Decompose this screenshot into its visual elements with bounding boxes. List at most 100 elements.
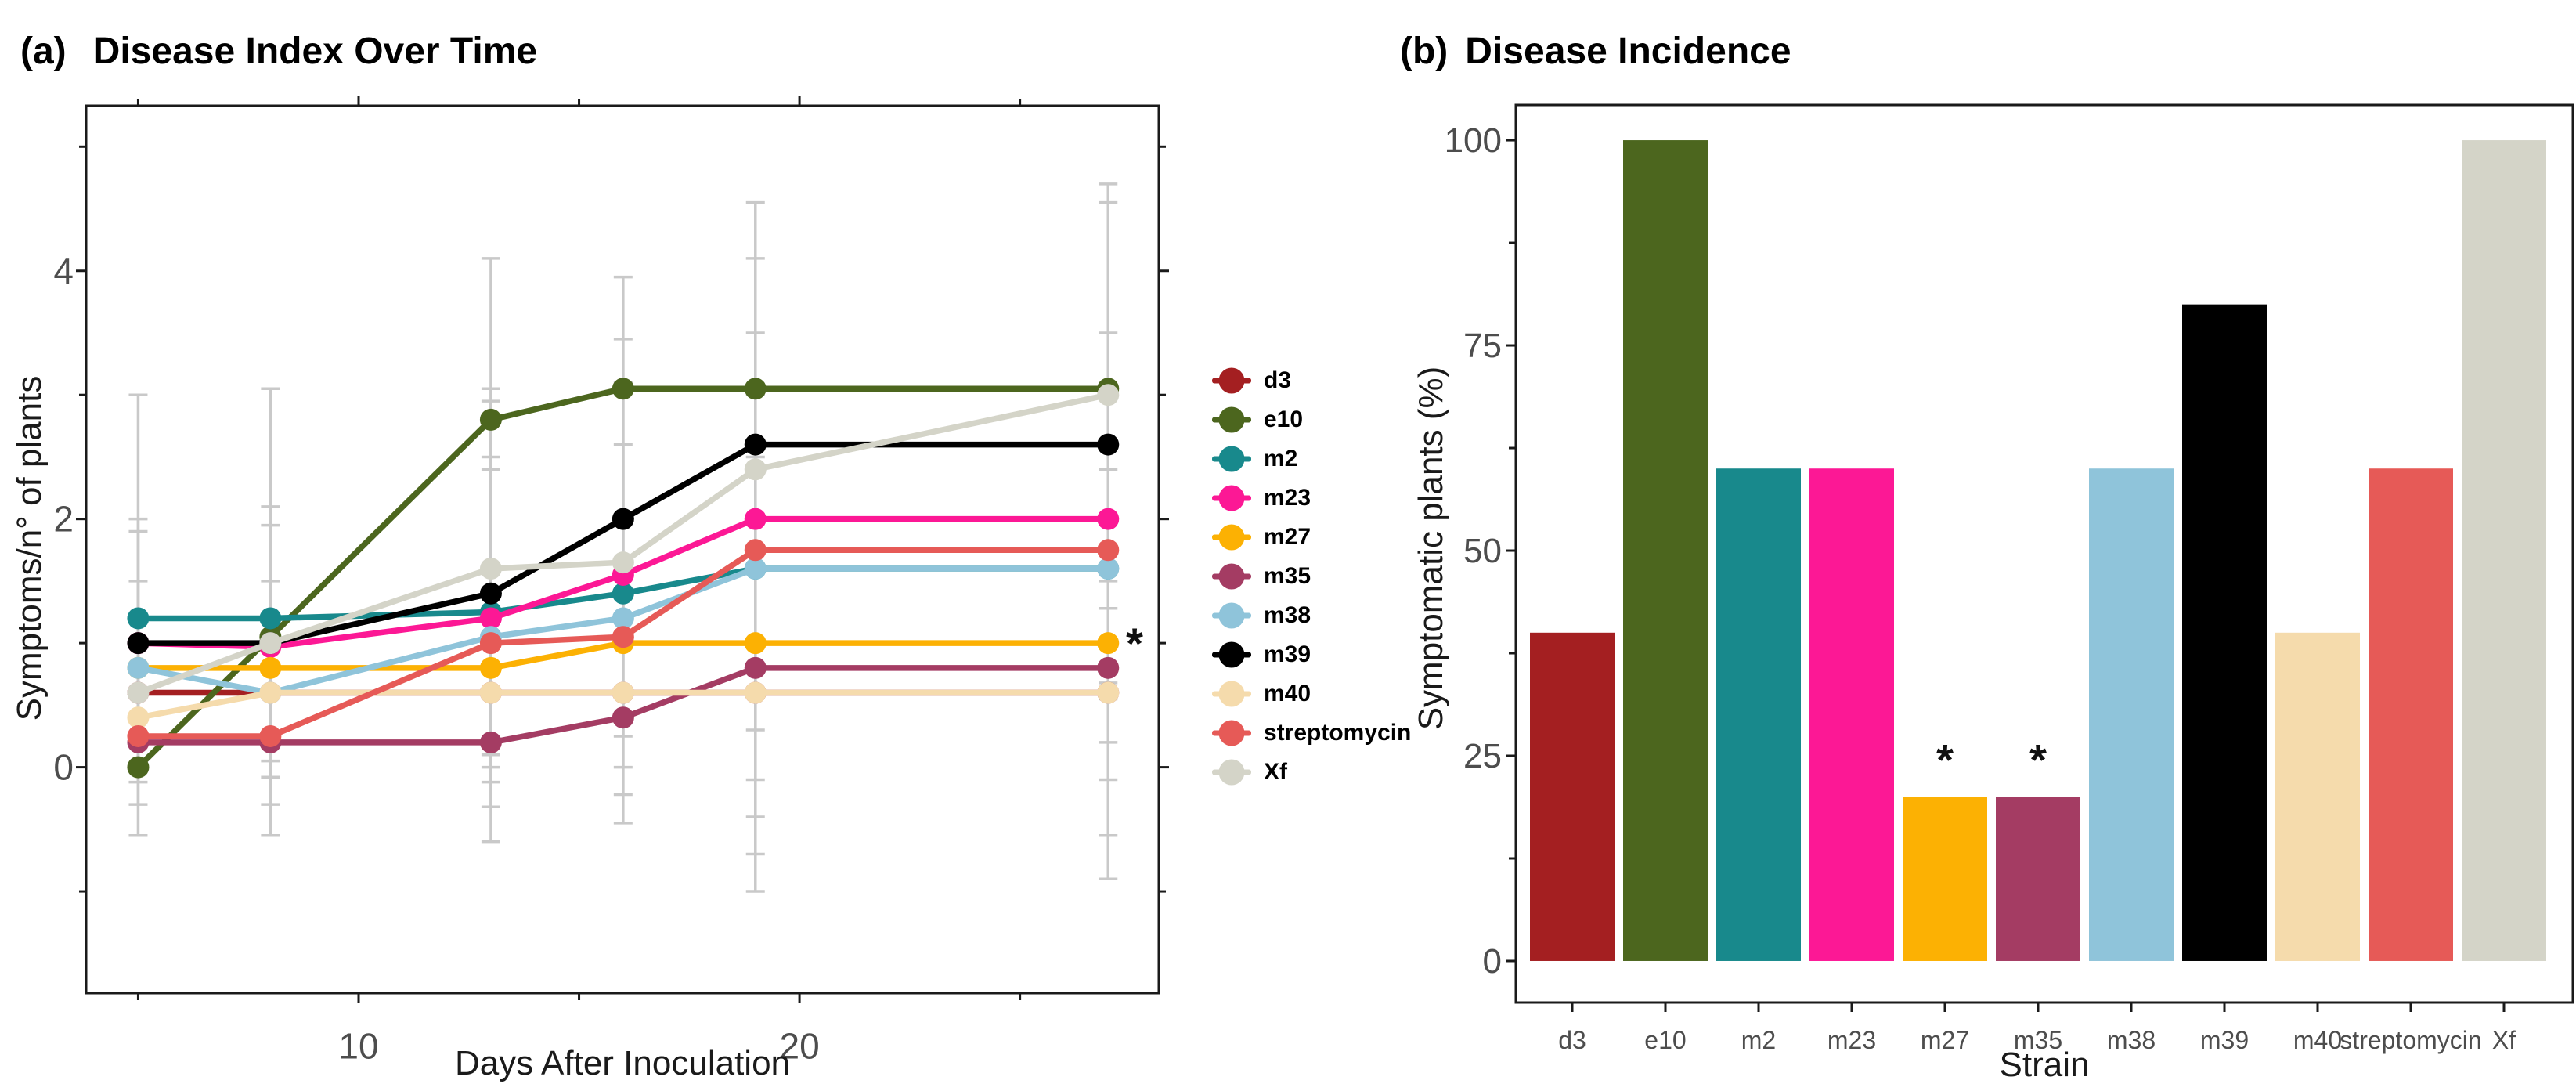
- legend-key-dot: [1218, 485, 1245, 511]
- bar-m23: [1809, 468, 1894, 961]
- data-point-e10: [744, 378, 767, 400]
- legend-key-dot: [1218, 720, 1245, 746]
- legend-key-dot: [1218, 446, 1245, 472]
- data-point-streptomycin: [612, 626, 634, 648]
- legend-key-dot: [1218, 524, 1245, 551]
- x-tick-label-m23: m23: [1827, 1026, 1876, 1054]
- bar-m40: [2275, 632, 2360, 961]
- data-point-m2: [127, 607, 150, 630]
- data-point-e10: [612, 378, 634, 400]
- legend-key-icon: [1212, 719, 1251, 747]
- data-point-m39: [744, 433, 767, 456]
- y-tick-label: 0: [53, 747, 74, 788]
- y-tick-label: 100: [1445, 121, 1502, 160]
- data-point-streptomycin: [1097, 539, 1120, 562]
- data-point-m39: [1097, 433, 1120, 456]
- data-point-Xf: [479, 558, 502, 580]
- data-point-m38: [1097, 558, 1120, 580]
- panel-a-y-axis-label: Symptoms/n° of plants: [10, 375, 49, 721]
- data-point-m27: [1097, 632, 1120, 655]
- data-point-Xf: [127, 681, 150, 704]
- data-point-m39: [127, 632, 150, 655]
- panel-b-title-text: Disease Incidence: [1465, 31, 1791, 72]
- y-tick-label: 0: [1483, 942, 1502, 981]
- bar-e10: [1623, 140, 1708, 961]
- data-point-m35: [612, 706, 634, 729]
- series-m40: [127, 681, 1120, 729]
- legend-item-label: m35: [1264, 563, 1311, 589]
- series-line-streptomycin: [135, 547, 1111, 739]
- legend-key-icon: [1212, 562, 1251, 591]
- legend-key-icon: [1212, 641, 1251, 669]
- legend-item: m23: [1212, 479, 1411, 518]
- panel-a-title-text: Disease Index Over Time: [92, 31, 538, 72]
- data-point-e10: [127, 756, 150, 779]
- data-point-m23: [479, 607, 502, 630]
- panel-b-y-axis-label: Symptomatic plants (%): [1412, 366, 1450, 731]
- legend-key-dot: [1218, 563, 1245, 590]
- significance-asterisk: *: [1126, 619, 1143, 668]
- data-point-m35: [744, 656, 767, 679]
- data-point-m40: [744, 681, 767, 704]
- legend-item: streptomycin: [1212, 713, 1411, 753]
- data-point-Xf: [612, 551, 634, 574]
- legend-item: m40: [1212, 674, 1411, 713]
- bar-m27: [1903, 797, 1987, 961]
- legend-item: m27: [1212, 518, 1411, 557]
- legend-item-label: m2: [1264, 446, 1298, 471]
- legend-item-label: m38: [1264, 602, 1311, 628]
- legend-item-label: streptomycin: [1264, 720, 1412, 746]
- data-point-m38: [612, 607, 634, 630]
- legend-item-label: m27: [1264, 524, 1311, 550]
- data-point-m35: [479, 731, 502, 753]
- axis-ticks: [1506, 139, 2506, 1012]
- x-tick-label: 10: [338, 1026, 378, 1067]
- panel-b-tag: (b): [1400, 31, 1449, 72]
- x-tick-label-Xf: Xf: [2492, 1026, 2516, 1054]
- series-line-e10: [135, 385, 1111, 771]
- x-tick-label-m39: m39: [2200, 1026, 2249, 1054]
- series-Xf: [127, 384, 1120, 704]
- legend-item-label: e10: [1264, 406, 1304, 432]
- data-point-m38: [744, 558, 767, 580]
- significance-asterisk-m27: *: [1936, 735, 1954, 784]
- data-point-m39: [612, 508, 634, 530]
- legend-item-label: m39: [1264, 641, 1311, 667]
- legend-key-icon: [1212, 601, 1251, 630]
- legend-key-icon: [1212, 523, 1251, 551]
- data-point-m40: [1097, 681, 1120, 704]
- data-point-streptomycin: [479, 632, 502, 655]
- axis-ticks: [76, 96, 1169, 1003]
- y-tick-label: 2: [53, 499, 74, 540]
- panel-a-tag: (a): [20, 31, 67, 72]
- legend-key-dot: [1218, 759, 1245, 786]
- data-point-m27: [744, 632, 767, 655]
- x-tick-label-m27: m27: [1921, 1026, 1969, 1054]
- data-point-m35: [1097, 656, 1120, 679]
- legend-key-icon: [1212, 367, 1251, 395]
- plot-frame: [85, 104, 1160, 995]
- bar-m35: [1996, 797, 2080, 961]
- legend-key-dot: [1218, 602, 1245, 629]
- series-line-m39: [135, 441, 1111, 646]
- data-point-m40: [612, 681, 634, 704]
- legend-item-label: m40: [1264, 681, 1311, 706]
- data-point-m2: [259, 607, 282, 630]
- plot-frame: [1514, 103, 2574, 1004]
- legend-item: m38: [1212, 596, 1411, 635]
- data-point-streptomycin: [259, 724, 282, 747]
- series-line-m27: [135, 640, 1111, 671]
- bar-Xf: [2462, 140, 2546, 961]
- series-streptomycin: [127, 539, 1120, 747]
- data-point-m40: [259, 681, 282, 704]
- x-tick-label-m38: m38: [2107, 1026, 2156, 1054]
- series-line-Xf: [135, 392, 1111, 696]
- data-point-m27: [479, 656, 502, 679]
- legend-item: m2: [1212, 439, 1411, 479]
- data-point-m39: [479, 582, 502, 605]
- y-tick-labels: 0 25 50 75 100: [1445, 121, 1502, 981]
- legend-item: d3: [1212, 361, 1411, 400]
